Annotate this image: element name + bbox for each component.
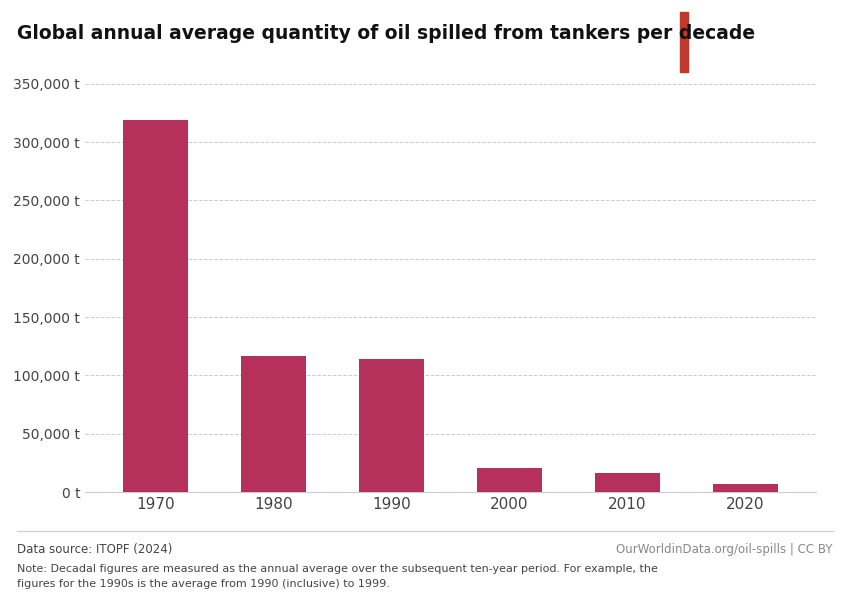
Text: figures for the 1990s is the average from 1990 (inclusive) to 1999.: figures for the 1990s is the average fro… [17,579,390,589]
Bar [360,359,424,492]
Bar [123,120,188,492]
Text: Global annual average quantity of oil spilled from tankers per decade: Global annual average quantity of oil sp… [17,24,755,43]
Text: Our World
in Data: Our World in Data [728,29,781,52]
Bar [680,12,688,72]
Bar [713,484,778,492]
Text: Data source: ITOPF (2024): Data source: ITOPF (2024) [17,543,173,556]
Text: OurWorldinData.org/oil-spills | CC BY: OurWorldinData.org/oil-spills | CC BY [616,543,833,556]
Text: Note: Decadal figures are measured as the annual average over the subsequent ten: Note: Decadal figures are measured as th… [17,564,658,574]
Bar [477,467,542,492]
Bar [241,355,306,492]
Bar [595,473,660,492]
